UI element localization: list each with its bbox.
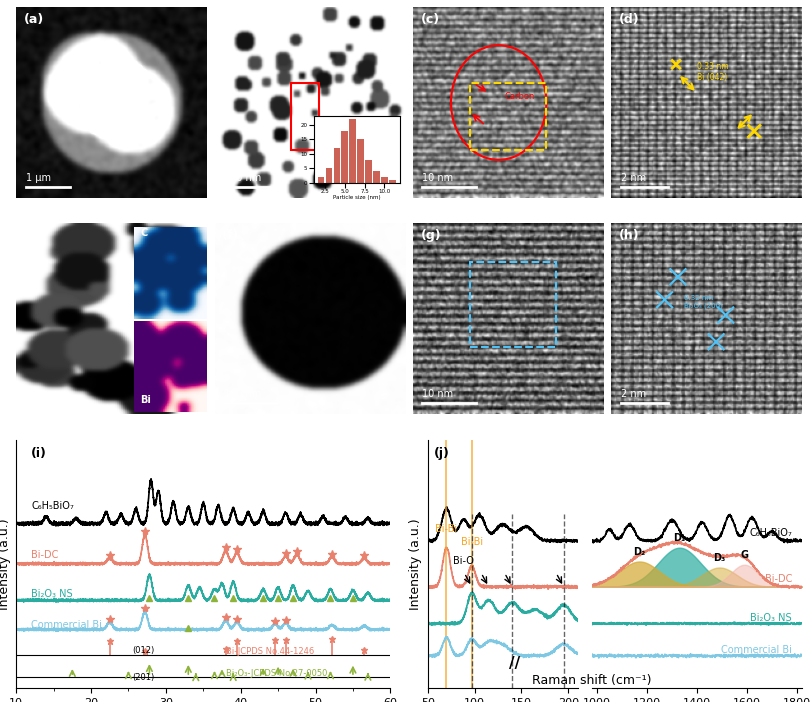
Text: (c): (c) [420,13,440,26]
Text: Bi-Bi: Bi-Bi [436,524,458,534]
Text: Commercial Bi: Commercial Bi [721,645,792,656]
Text: 10 nm: 10 nm [422,173,454,183]
Text: Bi-DC: Bi-DC [765,574,792,584]
Text: Bi-Bi: Bi-Bi [461,537,483,548]
Text: (i): (i) [31,447,47,460]
Y-axis label: Intensity (a.u.): Intensity (a.u.) [409,518,422,609]
Text: 100 nm: 100 nm [224,389,262,399]
Text: (a): (a) [23,13,44,26]
Text: Bi₂O₃ NS: Bi₂O₃ NS [31,589,73,599]
Text: Bi-JCPDS No.44-1246: Bi-JCPDS No.44-1246 [226,647,314,656]
Text: G: G [740,550,748,560]
Y-axis label: Intensity (a.u.): Intensity (a.u.) [0,518,11,609]
Text: (b): (b) [222,13,243,26]
Text: (201): (201) [132,673,155,682]
Text: Bi-O: Bi-O [453,556,474,566]
Text: Bi-DC: Bi-DC [31,550,58,560]
Text: //: // [509,656,520,671]
Text: 10 nm: 10 nm [422,389,454,399]
Text: 0.33 nm
Bi (042): 0.33 nm Bi (042) [697,62,729,81]
Text: 2 nm: 2 nm [620,173,646,183]
Text: 20 nm: 20 nm [26,389,57,399]
Text: Bi₂O₃-JCPDS No.27-0050: Bi₂O₃-JCPDS No.27-0050 [226,669,327,678]
Text: (h): (h) [619,229,639,242]
Text: Bi₂O₃ NS: Bi₂O₃ NS [750,614,792,623]
Text: (g): (g) [420,229,441,242]
Text: (012): (012) [132,647,155,655]
Text: D₃: D₃ [714,553,726,564]
Text: 100 nm: 100 nm [224,173,262,183]
Text: 2 nm: 2 nm [620,389,646,399]
Text: C₆H₅BiO₇: C₆H₅BiO₇ [749,528,792,538]
Text: (f): (f) [222,229,240,242]
Text: Carbon: Carbon [505,92,535,100]
Text: D₂: D₂ [633,547,646,557]
Text: C₆H₅BiO₇: C₆H₅BiO₇ [31,501,74,511]
Text: (d): (d) [619,13,639,26]
Text: 0.32 nm
Bi₂O₃ (200): 0.32 nm Bi₂O₃ (200) [684,296,723,309]
Text: (j): (j) [433,447,450,460]
Text: 1 μm: 1 μm [26,173,51,183]
Text: Commercial Bi: Commercial Bi [31,620,102,630]
Text: D₁: D₁ [673,533,685,543]
Text: (e): (e) [23,229,44,242]
Text: Raman shift (cm⁻¹): Raman shift (cm⁻¹) [531,675,651,687]
